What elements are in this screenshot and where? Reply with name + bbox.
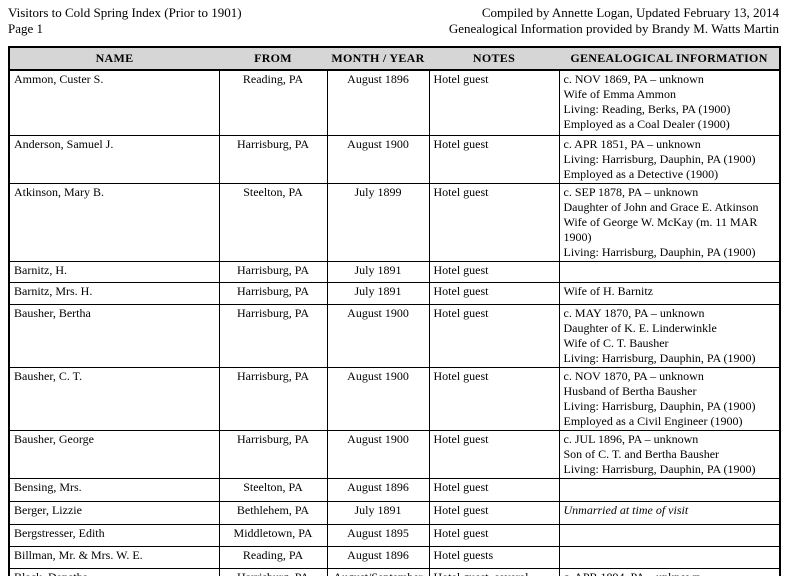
cell-name: Black, Danetha bbox=[8, 567, 220, 576]
cell-from: Harrisburg, PA bbox=[218, 567, 328, 576]
cell-from: Harrisburg, PA bbox=[218, 303, 328, 368]
cell-from: Steelton, PA bbox=[218, 182, 328, 262]
cell-notes: Hotel guest bbox=[428, 477, 560, 502]
cell-name: Ammon, Custer S. bbox=[8, 69, 220, 136]
cell-genealogical bbox=[558, 545, 781, 569]
cell-name: Atkinson, Mary B. bbox=[8, 182, 220, 262]
table-header-row: NAME FROM MONTH / YEAR NOTES GENEALOGICA… bbox=[9, 46, 780, 71]
cell-notes: Hotel guest bbox=[428, 523, 560, 547]
table-row: Billman, Mr. & Mrs. W. E. Reading, PA Au… bbox=[8, 545, 781, 569]
cell-name: Bergstresser, Edith bbox=[8, 523, 220, 547]
cell-from: Steelton, PA bbox=[218, 477, 328, 502]
cell-from: Middletown, PA bbox=[218, 523, 328, 547]
document-title: Visitors to Cold Spring Index (Prior to … bbox=[8, 5, 242, 20]
cell-notes: Hotel guest bbox=[428, 134, 560, 184]
cell-month: August 1900 bbox=[326, 366, 430, 431]
cell-notes: Hotel guest bbox=[428, 500, 560, 525]
cell-month: August 1896 bbox=[326, 545, 430, 569]
cell-from: Bethlehem, PA bbox=[218, 500, 328, 525]
table-row: Ammon, Custer S. Reading, PA August 1896… bbox=[8, 69, 781, 136]
header-right-block: Compiled by Annette Logan, Updated Febru… bbox=[449, 5, 779, 37]
table-row: Black, Danetha Harrisburg, PA August/Sep… bbox=[8, 567, 781, 576]
cell-notes: Hotel guest bbox=[428, 303, 560, 368]
cell-genealogical bbox=[558, 260, 781, 283]
cell-genealogical: c. JUL 1896, PA – unknown Son of C. T. a… bbox=[558, 429, 781, 479]
visitors-table: NAME FROM MONTH / YEAR NOTES GENEALOGICA… bbox=[8, 46, 781, 576]
table-row: Bensing, Mrs. Steelton, PA August 1896 H… bbox=[8, 477, 781, 502]
cell-name: Berger, Lizzie bbox=[8, 500, 220, 525]
column-header-month-year: MONTH / YEAR bbox=[327, 46, 429, 71]
cell-month: July 1891 bbox=[326, 281, 430, 305]
cell-name: Bausher, George bbox=[8, 429, 220, 479]
page-number: Page 1 bbox=[8, 21, 44, 36]
table-row: Bausher, C. T. Harrisburg, PA August 190… bbox=[8, 366, 781, 431]
cell-genealogical: c. NOV 1869, PA – unknown Wife of Emma A… bbox=[558, 69, 781, 136]
table-row: Anderson, Samuel J. Harrisburg, PA Augus… bbox=[8, 134, 781, 184]
cell-notes: Hotel guest bbox=[428, 366, 560, 431]
header-left-block: Visitors to Cold Spring Index (Prior to … bbox=[8, 5, 242, 37]
table-row: Bausher, George Harrisburg, PA August 19… bbox=[8, 429, 781, 479]
provided-by-line: Genealogical Information provided by Bra… bbox=[448, 21, 779, 36]
cell-notes: Hotel guest bbox=[428, 260, 560, 283]
cell-name: Bausher, C. T. bbox=[8, 366, 220, 431]
table-row: Bausher, Bertha Harrisburg, PA August 19… bbox=[8, 303, 781, 368]
column-header-notes: NOTES bbox=[429, 46, 559, 71]
cell-name: Anderson, Samuel J. bbox=[8, 134, 220, 184]
cell-from: Harrisburg, PA bbox=[218, 281, 328, 305]
cell-genealogical bbox=[558, 523, 781, 547]
cell-from: Reading, PA bbox=[218, 69, 328, 136]
cell-genealogical: c. NOV 1870, PA – unknown Husband of Ber… bbox=[558, 366, 781, 431]
table-row: Bergstresser, Edith Middletown, PA Augus… bbox=[8, 523, 781, 547]
column-header-genealogical: GENEALOGICAL INFORMATION bbox=[559, 46, 780, 71]
cell-month: August 1900 bbox=[326, 429, 430, 479]
cell-notes: Hotel guest, several weeks bbox=[428, 567, 560, 576]
cell-name: Billman, Mr. & Mrs. W. E. bbox=[8, 545, 220, 569]
cell-month: August 1900 bbox=[326, 303, 430, 368]
cell-from: Harrisburg, PA bbox=[218, 366, 328, 431]
cell-month: July 1891 bbox=[326, 500, 430, 525]
cell-notes: Hotel guests bbox=[428, 545, 560, 569]
cell-genealogical: c. APR 1851, PA – unknown Living: Harris… bbox=[558, 134, 781, 184]
cell-month: August/September bbox=[326, 567, 430, 576]
document-header: Visitors to Cold Spring Index (Prior to … bbox=[8, 5, 779, 37]
cell-name: Barnitz, Mrs. H. bbox=[8, 281, 220, 305]
cell-name: Bensing, Mrs. bbox=[8, 477, 220, 502]
cell-genealogical bbox=[558, 477, 781, 502]
table-row: Barnitz, H. Harrisburg, PA July 1891 Hot… bbox=[8, 260, 781, 283]
cell-month: July 1899 bbox=[326, 182, 430, 262]
cell-name: Bausher, Bertha bbox=[8, 303, 220, 368]
cell-notes: Hotel guest bbox=[428, 281, 560, 305]
table-row: Barnitz, Mrs. H. Harrisburg, PA July 189… bbox=[8, 281, 781, 305]
cell-from: Harrisburg, PA bbox=[218, 134, 328, 184]
table-row: Atkinson, Mary B. Steelton, PA July 1899… bbox=[8, 182, 781, 262]
column-header-name: NAME bbox=[9, 46, 219, 71]
cell-genealogical: c. SEP 1878, PA – unknown Daughter of Jo… bbox=[558, 182, 781, 262]
table-row: Berger, Lizzie Bethlehem, PA July 1891 H… bbox=[8, 500, 781, 525]
cell-from: Reading, PA bbox=[218, 545, 328, 569]
cell-month: July 1891 bbox=[326, 260, 430, 283]
cell-genealogical: Wife of H. Barnitz bbox=[558, 281, 781, 305]
cell-genealogical: Unmarried at time of visit bbox=[558, 500, 781, 525]
cell-from: Harrisburg, PA bbox=[218, 260, 328, 283]
cell-month: August 1896 bbox=[326, 69, 430, 136]
cell-genealogical: c. APR 1894, PA – unknown bbox=[558, 567, 781, 576]
cell-genealogical: c. MAY 1870, PA – unknown Daughter of K.… bbox=[558, 303, 781, 368]
cell-notes: Hotel guest bbox=[428, 429, 560, 479]
cell-month: August 1900 bbox=[326, 134, 430, 184]
cell-month: August 1895 bbox=[326, 523, 430, 547]
cell-month: August 1896 bbox=[326, 477, 430, 502]
cell-name: Barnitz, H. bbox=[8, 260, 220, 283]
column-header-from: FROM bbox=[219, 46, 327, 71]
cell-from: Harrisburg, PA bbox=[218, 429, 328, 479]
compiled-by-line: Compiled by Annette Logan, Updated Febru… bbox=[481, 5, 779, 20]
cell-notes: Hotel guest bbox=[428, 69, 560, 136]
cell-notes: Hotel guest bbox=[428, 182, 560, 262]
